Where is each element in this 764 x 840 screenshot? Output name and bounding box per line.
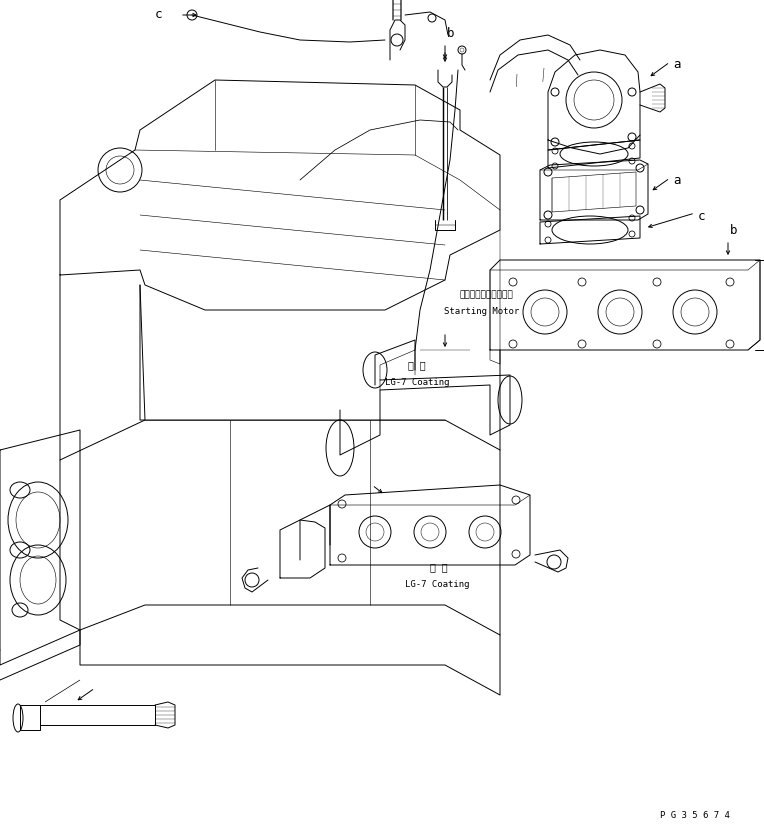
Text: P G 3 5 6 7 4: P G 3 5 6 7 4 [660,811,730,820]
Text: a: a [673,59,681,71]
Text: LG-7 Coating: LG-7 Coating [405,580,470,589]
Text: LG-7 Coating: LG-7 Coating [385,378,449,387]
Text: b: b [730,224,737,237]
Text: Starting Motor: Starting Motor [444,307,520,316]
Text: 塗 布: 塗 布 [408,360,426,370]
Text: スターティングモータ: スターティングモータ [460,290,513,299]
Text: 塗 布: 塗 布 [430,562,448,572]
Text: c: c [698,209,705,223]
Text: c: c [155,8,163,22]
Text: a: a [673,175,681,187]
Text: b: b [447,27,455,40]
